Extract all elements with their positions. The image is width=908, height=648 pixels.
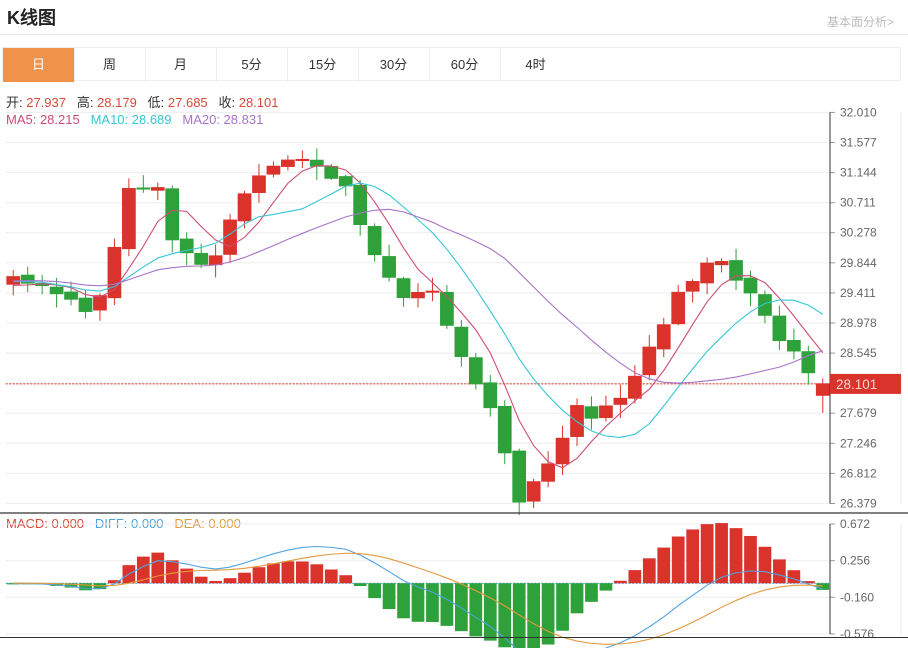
svg-text:26.379: 26.379 <box>840 497 877 511</box>
svg-text:-0.576: -0.576 <box>840 627 874 641</box>
svg-text:28.978: 28.978 <box>840 316 877 330</box>
svg-text:29.411: 29.411 <box>840 286 876 300</box>
svg-text:27.246: 27.246 <box>840 436 877 450</box>
svg-text:31.144: 31.144 <box>840 166 877 180</box>
svg-text:0.256: 0.256 <box>840 554 870 568</box>
svg-text:28.101: 28.101 <box>836 377 877 392</box>
svg-text:27.679: 27.679 <box>840 406 877 420</box>
svg-text:28.545: 28.545 <box>840 346 877 360</box>
svg-text:0.672: 0.672 <box>840 517 870 531</box>
svg-text:26.812: 26.812 <box>840 466 877 480</box>
svg-text:29.844: 29.844 <box>840 256 877 270</box>
svg-text:-0.160: -0.160 <box>840 590 874 604</box>
svg-text:32.010: 32.010 <box>840 105 877 119</box>
svg-text:31.577: 31.577 <box>840 136 877 150</box>
svg-text:30.711: 30.711 <box>840 196 876 210</box>
svg-text:30.278: 30.278 <box>840 226 877 240</box>
